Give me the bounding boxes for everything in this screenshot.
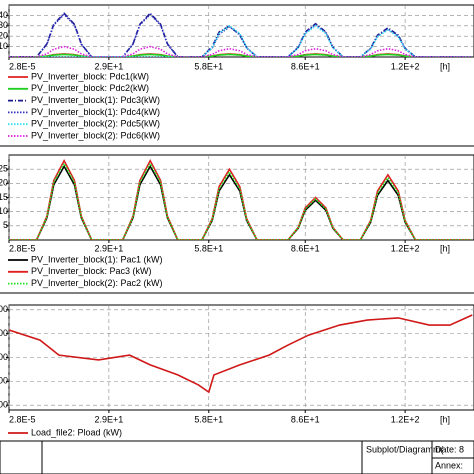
x-tick-label: 2.8E-5	[9, 414, 36, 424]
legend-label: PV_Inverter_block(2): Pac2 (kW)	[31, 278, 163, 288]
x-axis-label: [h]	[440, 243, 450, 253]
legend-label: PV_Inverter_block(2): Pdc6(kW)	[31, 130, 160, 140]
y-tick-label: 25	[0, 164, 8, 174]
series-line	[9, 53, 471, 57]
y-tick-label: 15	[0, 192, 8, 202]
y-tick-label: 20	[0, 178, 8, 188]
plot-frame	[8, 4, 474, 58]
plot-area	[9, 314, 473, 394]
x-tick-label: 5.8E+1	[194, 243, 223, 253]
series-line	[9, 314, 473, 394]
legend-label: PV_Inverter_block(2): Pdc5(kW)	[31, 119, 160, 129]
y-tick-label: 10	[0, 41, 8, 51]
y-tick-label: 200	[0, 376, 8, 386]
y-tick-label: 10	[0, 206, 8, 216]
plot-area	[9, 12, 471, 57]
legend-label: PV_Inverter_block: Pdc1(kW)	[31, 71, 149, 81]
x-tick-label: 8.6E+1	[291, 61, 320, 71]
y-tick-label: 500	[0, 304, 8, 314]
y-tick-label: 100	[0, 400, 8, 410]
footer-subplot: Subplot/Diagramm(	[366, 444, 444, 454]
x-tick-label: 1.2E+2	[391, 243, 420, 253]
x-tick-label: 2.8E-5	[9, 243, 36, 253]
x-tick-label: 8.6E+1	[291, 414, 320, 424]
series-line	[9, 12, 471, 57]
legend-label: PV_Inverter_block(1): Pac1 (kW)	[31, 254, 163, 264]
subplot: 100 200 300 400 500 2.8E-5 2.9E+1 5.8E+1 8.6E+1 1…	[0, 304, 474, 437]
series-line	[9, 161, 471, 240]
footer: Subplot/Diagramm( Date: 8 Annex:	[0, 440, 474, 474]
legend-label: PV_Inverter_block: Pac3 (kW)	[31, 266, 152, 276]
x-tick-label: 2.9E+1	[94, 243, 123, 253]
y-tick-label: 20	[0, 31, 8, 41]
series-line	[9, 24, 471, 57]
x-tick-label: 2.8E-5	[9, 61, 36, 71]
series-line	[9, 45, 471, 57]
x-tick-label: 5.8E+1	[194, 414, 223, 424]
series-line	[9, 13, 471, 57]
x-tick-label: 2.9E+1	[94, 414, 123, 424]
y-tick-label: 40	[0, 10, 8, 20]
legend-label: PV_Inverter_block(1): Pdc4(kW)	[31, 107, 160, 117]
x-axis-label: [h]	[440, 414, 450, 424]
y-tick-label: 400	[0, 328, 8, 338]
plot-area	[9, 158, 471, 240]
x-tick-label: 1.2E+2	[391, 61, 420, 71]
x-tick-label: 1.2E+2	[391, 414, 420, 424]
y-tick-label: 30	[0, 20, 8, 30]
legend-label: PV_Inverter_block: Pdc2(kW)	[31, 83, 149, 93]
legend-label: Load_file2: Pload (kW)	[31, 427, 122, 437]
subplot: 5 10 15 20 25 2.8E-5 2.9E+1 5.8E+1 8.6E+1 1.2E+2 […	[0, 154, 474, 288]
x-tick-label: 2.9E+1	[94, 61, 123, 71]
footer-box	[0, 440, 474, 474]
x-axis-label: [h]	[440, 61, 450, 71]
x-tick-label: 5.8E+1	[194, 61, 223, 71]
y-tick-label: 5	[3, 220, 8, 230]
x-tick-label: 8.6E+1	[291, 243, 320, 253]
y-tick-label: 300	[0, 352, 8, 362]
legend-label: PV_Inverter_block(1): Pdc3(kW)	[31, 95, 160, 105]
footer-annex: Annex:	[435, 460, 463, 470]
footer-date: Date: 8	[435, 444, 464, 454]
